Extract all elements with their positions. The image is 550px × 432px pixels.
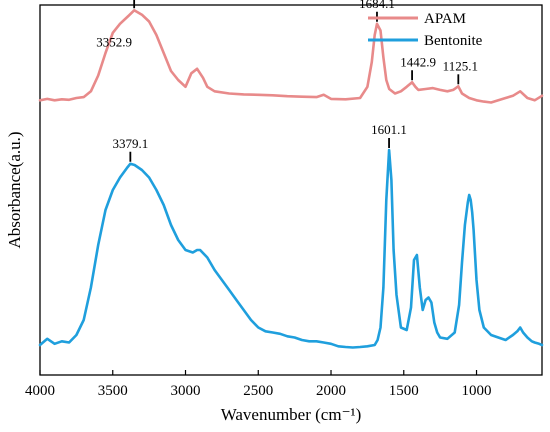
x-tick-label: 4000: [25, 383, 55, 399]
x-axis-ticks: 4000 3500 3000 2500 2000 1500 1000: [25, 370, 492, 399]
x-tick-label: 3000: [171, 383, 201, 399]
plot-border: [39, 4, 543, 376]
series-line-apam: [38, 9, 544, 104]
legend-label-apam: APAM: [424, 11, 466, 27]
x-tick-label: 3500: [98, 383, 128, 399]
peak-label: 1125.1: [443, 58, 478, 73]
x-tick-label: 2500: [243, 383, 273, 399]
series-layer: [38, 9, 544, 349]
peak-label: 1684.1: [359, 0, 395, 11]
x-axis-title: Wavenumber (cm⁻¹): [221, 405, 362, 424]
legend: APAM Bentonite: [368, 11, 483, 49]
peak-label: 1601.1: [371, 122, 407, 137]
peak-label: 3352.9: [96, 34, 132, 49]
legend-label-bentonite: Bentonite: [424, 33, 483, 49]
series-line-bentonite: [38, 148, 544, 349]
x-tick-label: 2000: [316, 383, 346, 399]
peak-label: 1442.9: [400, 54, 436, 69]
plot-frame: [39, 4, 543, 376]
y-axis-title: Absorbance(a.u.): [5, 131, 24, 248]
x-tick-label: 1500: [389, 383, 419, 399]
peak-label: 3379.1: [112, 136, 148, 151]
x-tick-label: 1000: [462, 383, 492, 399]
peak-annotations: 3352.9 1684.1 1442.9 1125.1 3379.1 1601.1: [96, 0, 478, 162]
